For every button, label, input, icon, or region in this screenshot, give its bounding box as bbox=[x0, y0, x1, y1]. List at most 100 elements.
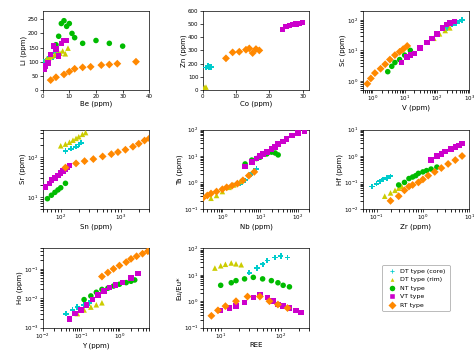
Point bbox=[63, 23, 71, 29]
Point bbox=[49, 43, 57, 49]
Point bbox=[386, 57, 394, 62]
Point bbox=[279, 303, 287, 309]
Point bbox=[371, 70, 379, 76]
Point bbox=[284, 255, 292, 260]
Point bbox=[56, 50, 64, 56]
Point bbox=[241, 177, 249, 183]
Point bbox=[271, 255, 279, 260]
Point bbox=[87, 304, 95, 310]
Point bbox=[395, 185, 402, 191]
Point bbox=[67, 146, 75, 152]
Point bbox=[206, 64, 213, 70]
Point bbox=[444, 161, 452, 167]
Point bbox=[383, 175, 391, 181]
Point bbox=[57, 143, 64, 149]
X-axis label: REE: REE bbox=[249, 342, 263, 348]
Point bbox=[415, 180, 422, 185]
Point bbox=[285, 22, 293, 28]
Point bbox=[77, 140, 85, 145]
Point bbox=[423, 40, 431, 45]
Point bbox=[116, 263, 123, 269]
Point bbox=[100, 288, 108, 294]
Point bbox=[441, 148, 449, 154]
Point bbox=[237, 262, 245, 267]
Point bbox=[228, 183, 236, 189]
Point bbox=[60, 18, 68, 24]
Point bbox=[146, 135, 153, 141]
Point bbox=[241, 164, 249, 170]
Point bbox=[47, 77, 55, 83]
Point bbox=[71, 35, 79, 41]
Point bbox=[43, 56, 50, 62]
Point bbox=[65, 21, 73, 26]
Point bbox=[458, 153, 466, 159]
Point bbox=[52, 42, 60, 48]
Point bbox=[122, 259, 130, 265]
Point bbox=[208, 313, 215, 319]
Point bbox=[57, 170, 64, 176]
Point bbox=[133, 253, 140, 259]
Point bbox=[398, 60, 405, 66]
Point bbox=[253, 156, 260, 161]
Point bbox=[248, 171, 255, 176]
Point bbox=[403, 43, 411, 49]
Point bbox=[106, 62, 113, 67]
Point bbox=[46, 180, 53, 186]
Point bbox=[407, 48, 414, 53]
Point bbox=[436, 31, 443, 37]
Point bbox=[264, 257, 271, 263]
Point bbox=[232, 261, 240, 267]
Point bbox=[433, 153, 441, 159]
Point bbox=[122, 147, 129, 153]
Point bbox=[381, 193, 389, 199]
Point bbox=[277, 253, 284, 259]
Point bbox=[57, 185, 64, 191]
Point bbox=[139, 251, 146, 257]
Y-axis label: Zn (ppm): Zn (ppm) bbox=[180, 34, 187, 67]
Point bbox=[44, 60, 52, 66]
X-axis label: Co (ppm): Co (ppm) bbox=[240, 100, 272, 107]
Point bbox=[229, 49, 237, 55]
Point bbox=[54, 187, 62, 193]
Point bbox=[79, 64, 86, 70]
Point bbox=[388, 63, 396, 69]
Point bbox=[452, 144, 459, 150]
Point bbox=[301, 128, 309, 134]
Point bbox=[83, 302, 91, 308]
Point bbox=[42, 59, 49, 64]
Point bbox=[104, 270, 112, 275]
Point bbox=[387, 174, 394, 179]
Point bbox=[62, 51, 69, 57]
Point bbox=[236, 49, 243, 55]
Point bbox=[135, 141, 143, 147]
Point bbox=[448, 22, 456, 28]
Point bbox=[376, 179, 384, 184]
Point bbox=[44, 56, 52, 62]
Point bbox=[75, 134, 82, 140]
Point bbox=[203, 193, 211, 198]
Point bbox=[62, 180, 69, 186]
Point bbox=[211, 265, 219, 271]
Point bbox=[51, 189, 59, 195]
Point bbox=[256, 292, 264, 297]
Point bbox=[430, 35, 438, 41]
Point bbox=[109, 266, 117, 272]
Point bbox=[244, 294, 251, 300]
Point bbox=[438, 151, 445, 157]
Point bbox=[222, 55, 230, 61]
Y-axis label: Eu/Eu*: Eu/Eu* bbox=[177, 276, 182, 300]
Point bbox=[98, 274, 106, 279]
Point bbox=[299, 20, 306, 26]
X-axis label: Zr (ppm): Zr (ppm) bbox=[401, 224, 431, 230]
Point bbox=[87, 293, 95, 299]
Point bbox=[72, 161, 80, 166]
Point bbox=[60, 72, 68, 77]
Point bbox=[43, 60, 50, 66]
Point bbox=[284, 305, 292, 311]
Point bbox=[106, 285, 113, 291]
Point bbox=[289, 22, 296, 28]
Point bbox=[268, 149, 275, 155]
Point bbox=[274, 302, 282, 307]
Point bbox=[214, 307, 222, 313]
Point bbox=[427, 166, 435, 172]
